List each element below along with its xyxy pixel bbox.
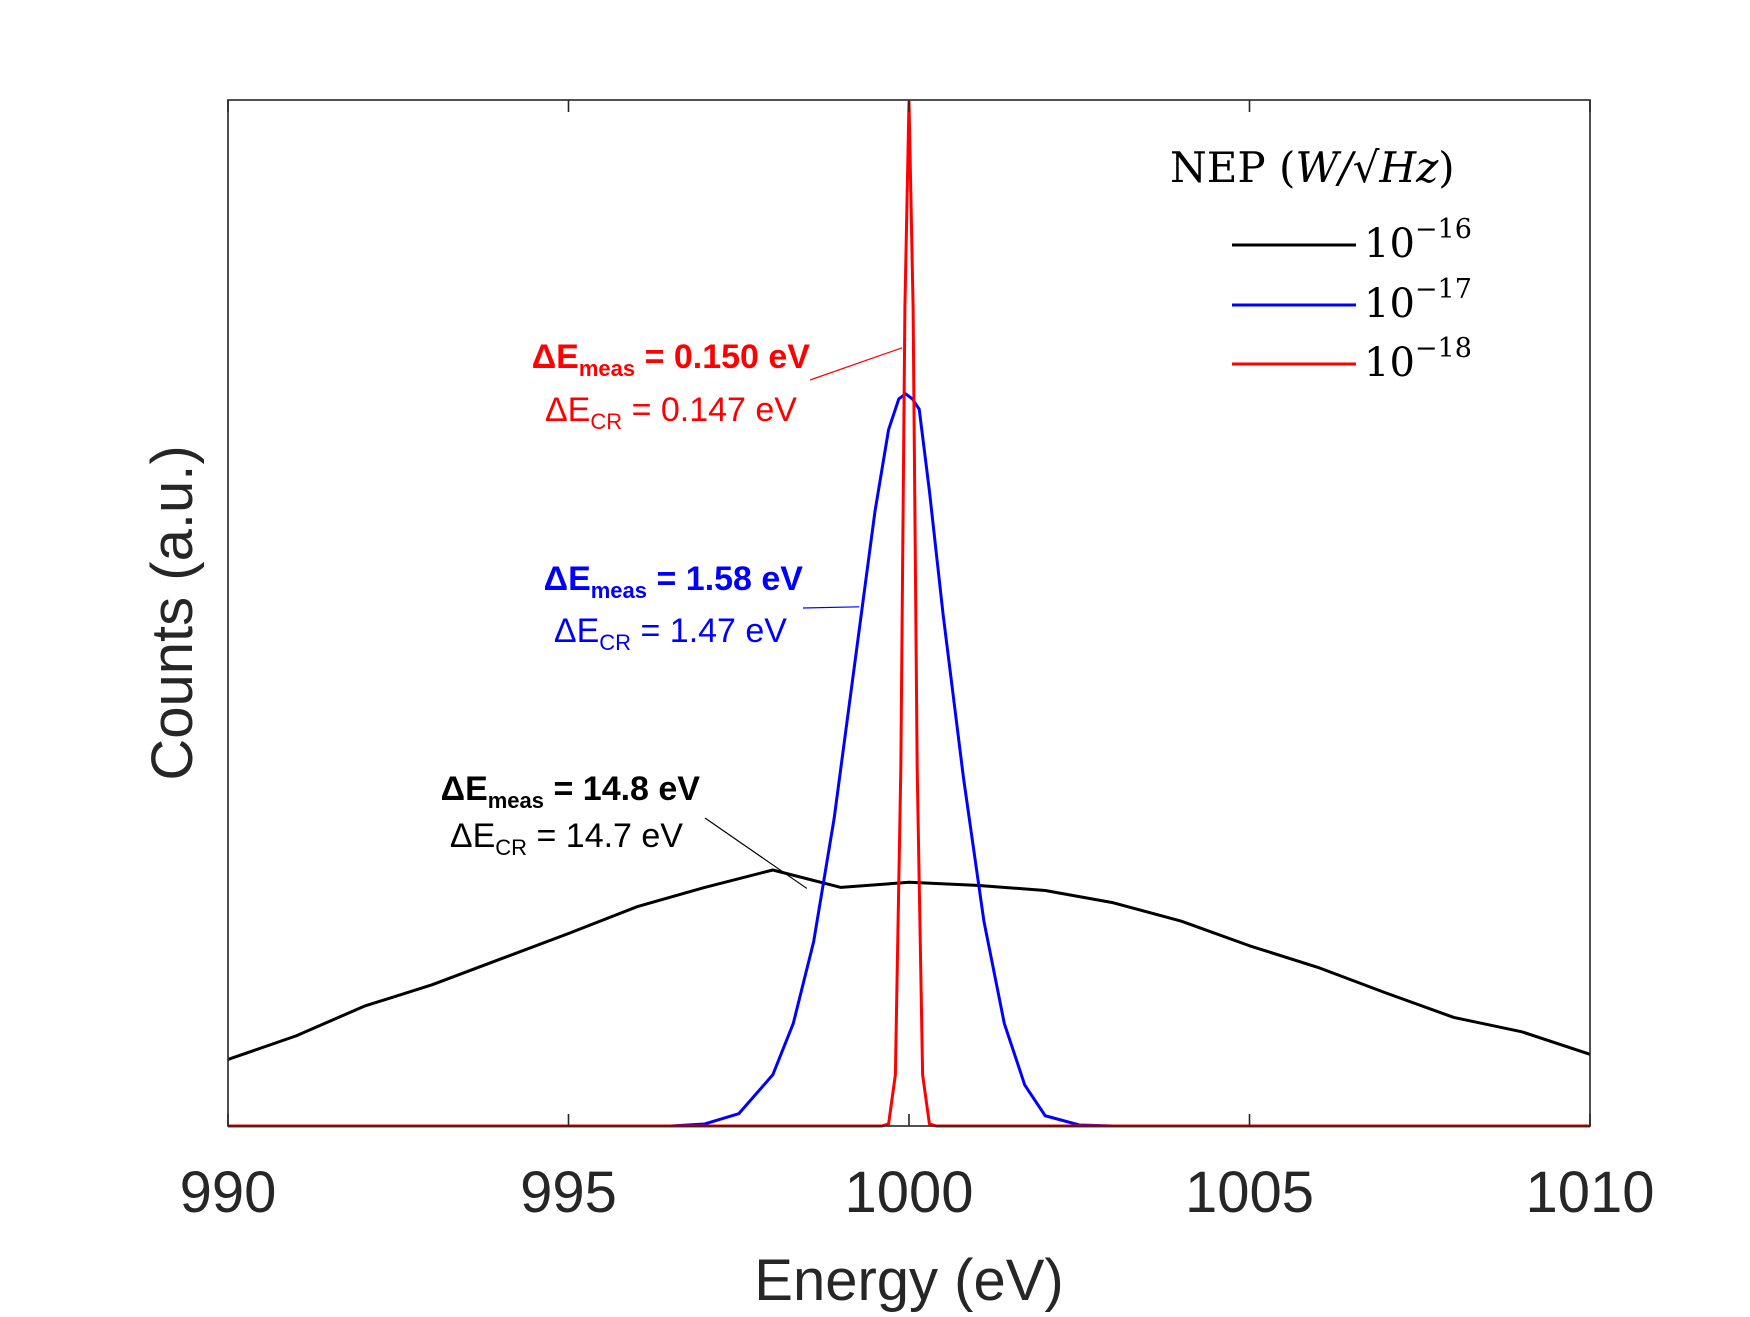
annotation-black-meas-symbol: ΔE [441, 770, 488, 808]
x-tick-label: 990 [180, 1160, 277, 1225]
legend-entry-black-exp: −16 [1415, 214, 1472, 245]
legend-title-unit: W/√Hz [1295, 143, 1439, 192]
annotation-blue-cr: ΔECR = 1.47 eV [554, 612, 787, 655]
legend-title: NEP (W/√Hz) [1170, 143, 1455, 192]
annotation-black-meas-value: = 14.8 eV [544, 770, 700, 808]
annotation-blue-cr-sub: CR [599, 630, 631, 655]
annotation-blue-meas-sub: meas [591, 578, 647, 603]
annotation-red-cr-symbol: ΔE [545, 391, 590, 429]
legend-entry-red-base: 10 [1364, 340, 1415, 386]
annotation-red-meas-value: = 0.150 eV [635, 338, 810, 376]
legend: NEP (W/√Hz) 10−16 10−17 10−18 [1170, 143, 1472, 386]
annotation-red-meas-sub: meas [579, 356, 635, 381]
x-axis-label: Energy (eV) [754, 1248, 1063, 1312]
legend-entry-red: 10−18 [1364, 333, 1472, 386]
y-axis-label: Counts (a.u.) [140, 445, 205, 780]
legend-entry-blue: 10−17 [1364, 274, 1472, 327]
legend-title-suffix: ) [1438, 143, 1454, 192]
annotation-red-cr-sub: CR [590, 409, 622, 434]
plot-area [228, 100, 1590, 1126]
legend-entry-black-base: 10 [1364, 221, 1415, 267]
annotation-black-meas-sub: meas [488, 788, 544, 813]
legend-entry-blue-exp: −17 [1415, 274, 1472, 305]
annotation-pointer-black [704, 817, 808, 889]
legend-title-prefix: NEP ( [1170, 143, 1295, 192]
legend-entry-red-exp: −18 [1415, 333, 1472, 364]
annotation-black-meas: ΔEmeas = 14.8 eV [441, 770, 701, 813]
annotation-pointer-blue [802, 606, 860, 609]
annotation-black-cr-symbol: ΔE [450, 817, 495, 855]
annotation-blue-cr-value: = 1.47 eV [631, 612, 787, 650]
annotation-red-cr-value: = 0.147 eV [622, 391, 797, 429]
x-tick-label: 995 [520, 1160, 617, 1225]
series-line-0 [227, 868, 1591, 1061]
annotation-black-cr: ΔECR = 14.7 eV [450, 817, 683, 860]
annotations: ΔEmeas = 0.150 eV ΔECR = 0.147 eV ΔEmeas… [441, 338, 903, 889]
annotation-blue-meas-symbol: ΔE [544, 560, 591, 598]
annotation-red-meas: ΔEmeas = 0.150 eV [532, 338, 811, 381]
annotation-red-meas-symbol: ΔE [532, 338, 579, 376]
annotation-pointer-red [809, 347, 903, 381]
annotation-blue-cr-symbol: ΔE [554, 612, 599, 650]
x-ticks: 990 995 1000 1005 1010 [180, 100, 1655, 1225]
annotation-red-cr: ΔECR = 0.147 eV [545, 391, 797, 434]
x-tick-label: 1010 [1525, 1160, 1654, 1225]
legend-entry-black: 10−16 [1364, 214, 1472, 267]
annotation-blue-meas-value: = 1.58 eV [647, 560, 803, 598]
x-tick-label: 1000 [844, 1160, 973, 1225]
annotation-blue-meas: ΔEmeas = 1.58 eV [544, 560, 804, 603]
annotation-black-cr-value: = 14.7 eV [527, 817, 683, 855]
legend-entry-blue-base: 10 [1364, 281, 1415, 327]
annotation-black-cr-sub: CR [495, 835, 527, 860]
x-tick-label: 1005 [1185, 1160, 1314, 1225]
